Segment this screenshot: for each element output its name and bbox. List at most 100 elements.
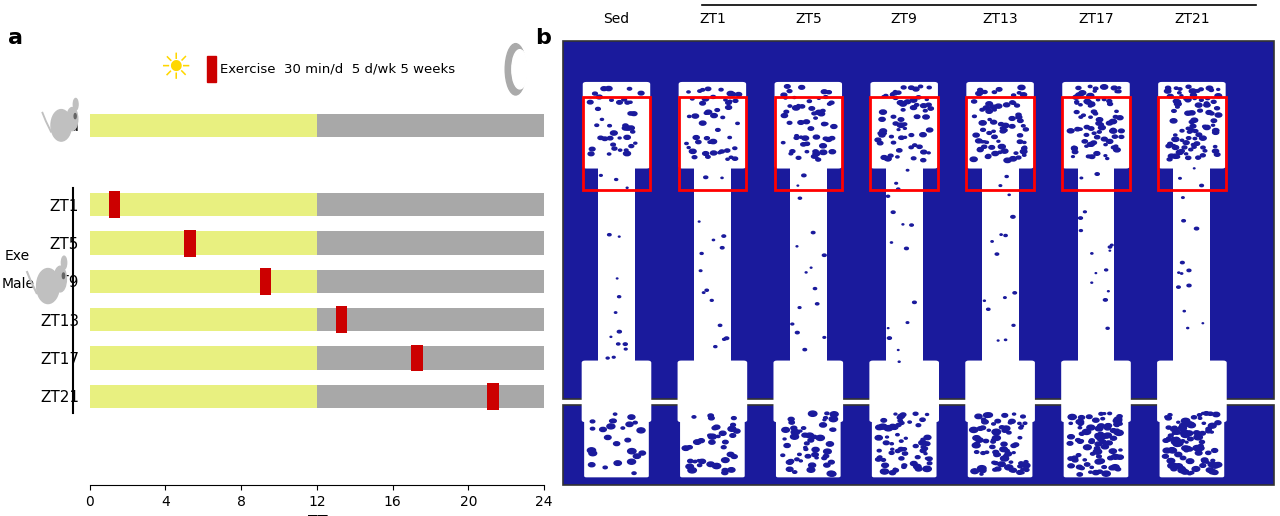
Circle shape: [792, 471, 796, 473]
Circle shape: [1091, 282, 1093, 283]
Circle shape: [1009, 461, 1012, 463]
Circle shape: [908, 421, 911, 423]
Circle shape: [1094, 136, 1100, 139]
Circle shape: [687, 467, 696, 473]
Circle shape: [1202, 458, 1208, 462]
Circle shape: [924, 436, 931, 440]
Circle shape: [631, 112, 637, 116]
Circle shape: [973, 115, 977, 118]
Circle shape: [704, 137, 709, 140]
Circle shape: [984, 141, 988, 143]
Circle shape: [1187, 446, 1190, 449]
Circle shape: [1175, 464, 1183, 469]
Circle shape: [877, 449, 881, 452]
Circle shape: [890, 443, 893, 445]
Circle shape: [733, 100, 737, 102]
Circle shape: [710, 151, 717, 155]
Circle shape: [997, 340, 998, 341]
Circle shape: [1105, 433, 1111, 438]
Circle shape: [791, 323, 794, 325]
Bar: [90, 114, 316, 137]
Circle shape: [797, 453, 801, 456]
Circle shape: [791, 429, 800, 435]
Circle shape: [1193, 431, 1199, 434]
Text: ☀: ☀: [159, 52, 191, 86]
Circle shape: [1091, 453, 1094, 455]
Circle shape: [627, 459, 636, 464]
Circle shape: [1018, 85, 1025, 90]
Circle shape: [1016, 156, 1021, 159]
Circle shape: [920, 449, 925, 453]
Circle shape: [1187, 127, 1190, 130]
Circle shape: [983, 300, 986, 301]
Circle shape: [1179, 426, 1187, 431]
Circle shape: [1114, 147, 1116, 149]
Circle shape: [1167, 158, 1172, 161]
Circle shape: [992, 423, 996, 425]
Circle shape: [696, 140, 701, 143]
Circle shape: [1004, 103, 1010, 107]
Circle shape: [1101, 444, 1108, 449]
Circle shape: [888, 154, 893, 157]
Circle shape: [891, 242, 892, 243]
Circle shape: [721, 177, 723, 179]
Circle shape: [975, 414, 982, 418]
Circle shape: [1196, 103, 1202, 107]
Circle shape: [692, 151, 695, 153]
Bar: [966, 97, 1034, 190]
Circle shape: [1102, 433, 1110, 438]
Circle shape: [595, 107, 600, 110]
Circle shape: [808, 439, 814, 442]
Circle shape: [986, 155, 991, 158]
Circle shape: [614, 461, 621, 465]
FancyBboxPatch shape: [774, 82, 842, 169]
Circle shape: [611, 419, 616, 423]
Circle shape: [1167, 458, 1175, 463]
Circle shape: [877, 141, 883, 145]
Circle shape: [823, 416, 828, 419]
Circle shape: [1098, 425, 1103, 428]
Circle shape: [890, 424, 896, 428]
Circle shape: [916, 96, 922, 99]
Circle shape: [1024, 461, 1028, 463]
Circle shape: [801, 427, 805, 429]
Circle shape: [1094, 447, 1100, 450]
Circle shape: [904, 127, 906, 130]
Circle shape: [993, 453, 1000, 457]
Circle shape: [1166, 86, 1170, 89]
Circle shape: [1194, 227, 1198, 230]
Circle shape: [914, 444, 918, 447]
Circle shape: [1012, 325, 1015, 326]
Circle shape: [1201, 146, 1206, 149]
Circle shape: [698, 460, 700, 461]
Circle shape: [878, 132, 883, 135]
Circle shape: [1088, 102, 1094, 106]
Circle shape: [1079, 91, 1085, 95]
Circle shape: [909, 146, 914, 149]
Circle shape: [1210, 112, 1213, 115]
Circle shape: [1083, 211, 1087, 213]
Circle shape: [588, 152, 594, 156]
Circle shape: [1174, 100, 1179, 103]
Circle shape: [812, 436, 817, 439]
Circle shape: [991, 120, 997, 124]
Circle shape: [1106, 139, 1112, 143]
Bar: [90, 193, 316, 216]
Circle shape: [1175, 441, 1183, 446]
Bar: [598, 163, 635, 370]
Circle shape: [1020, 415, 1025, 418]
Circle shape: [794, 136, 799, 139]
Circle shape: [1016, 113, 1021, 117]
Circle shape: [639, 91, 644, 95]
Circle shape: [1169, 448, 1176, 453]
Circle shape: [722, 235, 726, 237]
Circle shape: [913, 87, 919, 91]
Circle shape: [983, 141, 986, 142]
Circle shape: [1196, 451, 1202, 455]
Circle shape: [1185, 111, 1192, 115]
Circle shape: [1215, 94, 1221, 98]
Circle shape: [1011, 216, 1015, 218]
Bar: [1158, 97, 1226, 190]
Circle shape: [902, 123, 906, 125]
Circle shape: [1096, 173, 1100, 175]
